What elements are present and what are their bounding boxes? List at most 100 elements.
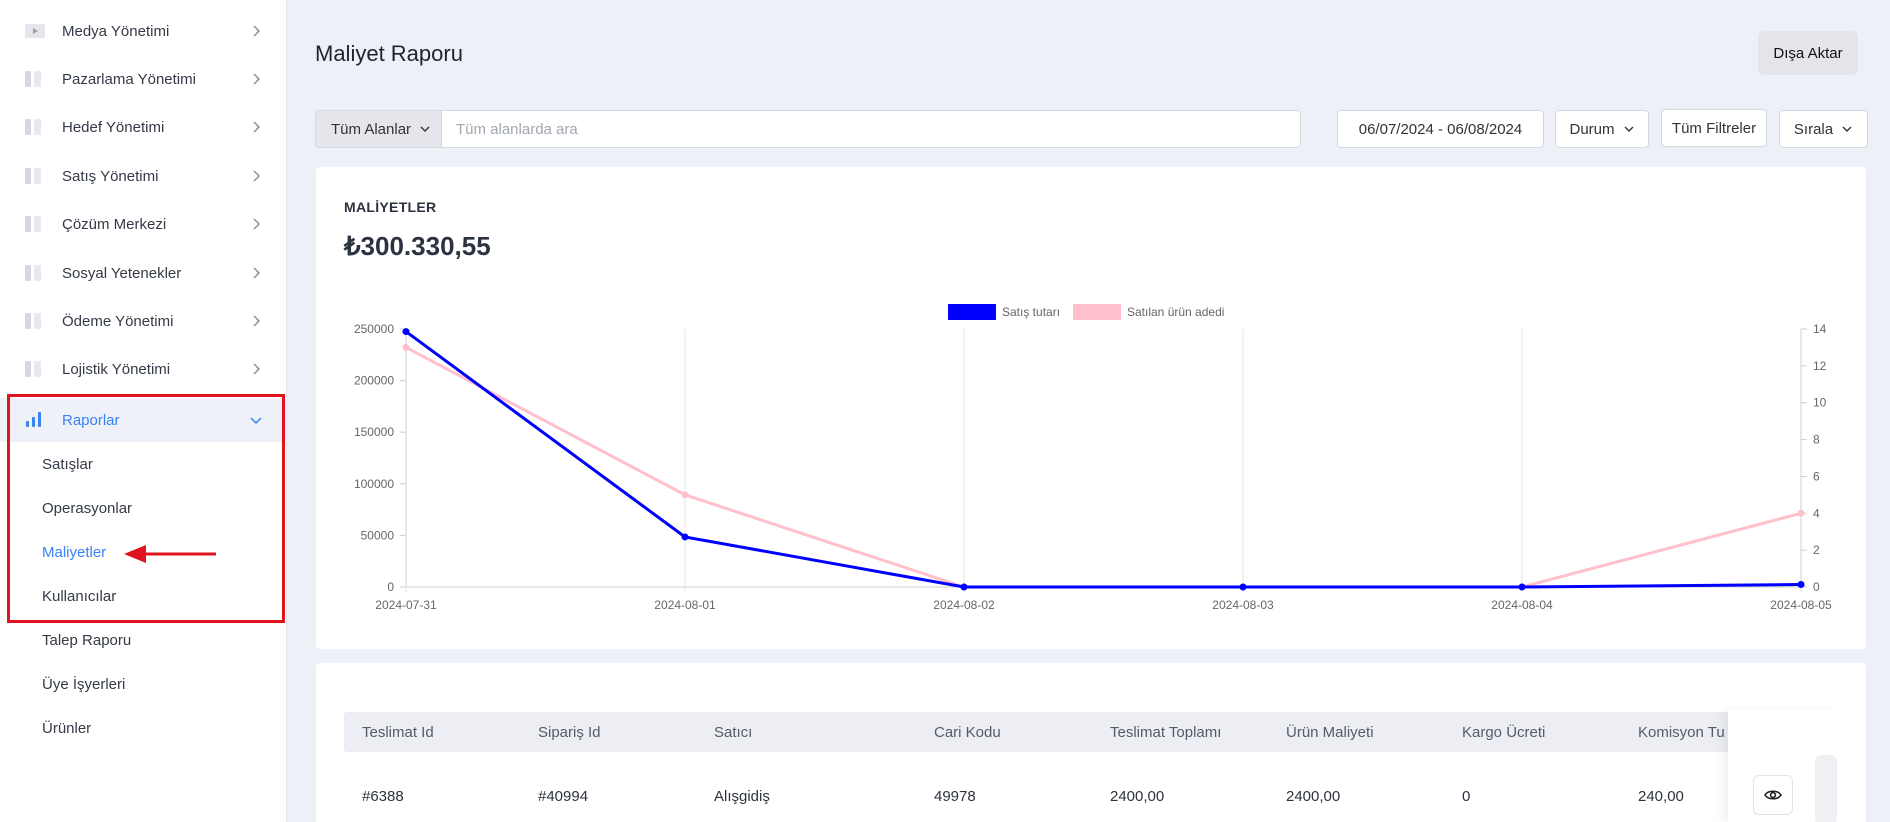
cell-product-cost: 2400,00 (1286, 788, 1341, 805)
column-header: Teslimat Toplamı (1110, 724, 1222, 741)
column-header: Komisyon Tu (1638, 724, 1725, 741)
data-point (960, 583, 968, 591)
sidebar-item-payments[interactable]: Ödeme Yönetimi (0, 301, 287, 341)
sidebar-item-social-skills[interactable]: Sosyal Yetenekler (0, 253, 287, 293)
view-button[interactable] (1753, 775, 1793, 815)
y-tick-label: 200000 (354, 374, 394, 388)
data-point (1239, 583, 1247, 591)
field-select[interactable]: Tüm Alanlar (315, 110, 442, 148)
series-line (405, 330, 1802, 589)
x-tick-label: 2024-08-04 (1491, 598, 1553, 612)
sidebar-item-logistics[interactable]: Lojistik Yönetimi (0, 349, 287, 389)
all-filters-button[interactable]: Tüm Filtreler (1661, 109, 1767, 147)
status-label: Durum (1569, 120, 1615, 138)
chevron-down-icon (1624, 126, 1633, 132)
sidebar-item-label: Raporlar (62, 411, 120, 429)
arrow-left-icon (124, 545, 216, 563)
column-header: Satıcı (714, 724, 753, 741)
data-point (402, 328, 410, 336)
y-tick-label: 2 (1813, 543, 1820, 557)
sidebar-item-media[interactable]: Medya Yönetimi (0, 11, 287, 51)
panel-icon (25, 168, 41, 184)
cell-account-code: 49978 (934, 788, 976, 805)
panel-icon (25, 119, 41, 135)
legend-label: Satış tutarı (1002, 305, 1060, 319)
data-point (1797, 581, 1805, 589)
chevron-right-icon (253, 73, 261, 85)
page-title: Maliyet Raporu (315, 41, 463, 66)
sidebar-item-goals[interactable]: Hedef Yönetimi (0, 107, 287, 147)
field-select-label: Tüm Alanlar (331, 120, 412, 138)
sidebar-item-solution-center[interactable]: Çözüm Merkezi (0, 204, 287, 244)
x-tick-label: 2024-08-03 (1212, 598, 1274, 612)
legend-label: Satılan ürün adedi (1127, 305, 1224, 319)
chevron-right-icon (253, 121, 261, 133)
cost-chart: 250000 200000 150000 100000 50000 0 14 12 10 8 6 4 2… (354, 304, 1832, 612)
sub-item-users[interactable]: Kullanıcılar (42, 588, 117, 605)
summary-label: MALİYETLER (344, 199, 437, 215)
panel-icon (25, 216, 41, 232)
sub-item-products[interactable]: Ürünler (42, 720, 92, 737)
sidebar: Medya Yönetimi Pazarlama Yönetimi Hedef … (0, 0, 287, 822)
y-tick-label: 250000 (354, 322, 394, 336)
sidebar-item-marketing[interactable]: Pazarlama Yönetimi (0, 59, 287, 99)
sidebar-item-label: Medya Yönetimi (62, 22, 170, 40)
sidebar-item-label: Lojistik Yönetimi (62, 360, 171, 378)
sidebar-item-label: Ödeme Yönetimi (62, 312, 174, 330)
chevron-down-icon (1842, 126, 1852, 132)
x-tick-label: 2024-07-31 (375, 598, 437, 612)
panel-icon (25, 313, 41, 329)
export-button[interactable]: Dışa Aktar (1758, 31, 1858, 75)
search-input[interactable] (441, 110, 1301, 148)
y-tick-label: 100000 (354, 477, 394, 491)
y-tick-label: 0 (387, 580, 394, 594)
series-line (405, 346, 1802, 589)
bar-chart-icon (26, 412, 41, 427)
chevron-right-icon (253, 267, 261, 279)
y-tick-label: 0 (1813, 580, 1820, 594)
panel-icon (25, 71, 41, 87)
sidebar-item-label: Satış Yönetimi (62, 167, 159, 185)
panel-icon (25, 361, 41, 377)
data-point (1518, 583, 1526, 591)
y-tick-label: 50000 (361, 528, 395, 542)
y-tick-label: 14 (1813, 322, 1827, 336)
sub-item-costs[interactable]: Maliyetler (42, 544, 107, 561)
scrollbar[interactable] (1815, 755, 1837, 822)
all-filters-label: Tüm Filtreler (1671, 119, 1757, 137)
legend-swatch (948, 304, 996, 320)
sort-dropdown[interactable]: Sırala (1779, 110, 1868, 148)
sidebar-item-sales[interactable]: Satış Yönetimi (0, 156, 287, 196)
column-header: Teslimat Id (362, 724, 434, 741)
sidebar-item-label: Sosyal Yetenekler (62, 264, 182, 282)
sub-item-sales[interactable]: Satışlar (42, 456, 93, 473)
chevron-right-icon (253, 218, 261, 230)
sub-item-operations[interactable]: Operasyonlar (42, 500, 133, 517)
column-header: Kargo Ücreti (1462, 724, 1546, 741)
chevron-right-icon (253, 315, 261, 327)
chevron-right-icon (253, 363, 261, 375)
sidebar-item-label: Hedef Yönetimi (62, 118, 165, 136)
column-header: Ürün Maliyeti (1286, 724, 1374, 741)
sort-label: Sırala (1793, 120, 1834, 138)
data-point (681, 533, 689, 541)
chevron-right-icon (253, 25, 261, 37)
sub-item-merchants[interactable]: Üye İşyerleri (42, 676, 126, 693)
sub-item-request-report[interactable]: Talep Raporu (42, 632, 132, 649)
cell-delivery-total: 2400,00 (1110, 788, 1165, 805)
y-tick-label: 4 (1813, 506, 1820, 520)
summary-value: ₺300.330,55 (344, 231, 491, 261)
data-point (1797, 509, 1805, 517)
cell-delivery-id: #6388 (362, 788, 404, 805)
chevron-down-icon (420, 126, 430, 132)
panel-icon (25, 265, 41, 281)
chevron-down-icon (250, 417, 262, 425)
sidebar-item-reports[interactable]: Raporlar (0, 398, 287, 442)
legend-swatch (1073, 304, 1121, 320)
y-tick-label: 12 (1813, 359, 1827, 373)
date-range-label: 06/07/2024 - 06/08/2024 (1358, 120, 1523, 138)
table-header: Teslimat Id Sipariş Id Satıcı Cari Kodu … (344, 712, 1838, 752)
status-dropdown[interactable]: Durum (1555, 110, 1649, 148)
date-range-picker[interactable]: 06/07/2024 - 06/08/2024 (1337, 110, 1544, 148)
column-header: Sipariş Id (538, 724, 601, 741)
